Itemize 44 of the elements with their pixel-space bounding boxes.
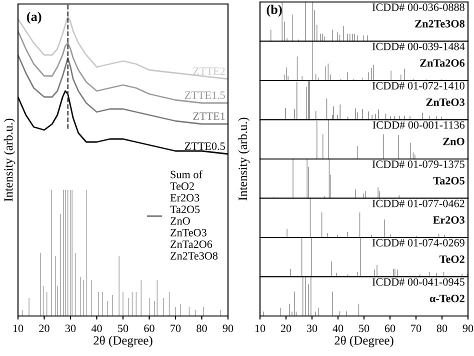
y-axis-title: Intensity (arb.u.) — [238, 118, 250, 200]
y-axis-title: Intensity (arb.u.) — [4, 118, 16, 202]
x-tick-label: 90 — [222, 324, 234, 332]
x-tick-label: 50 — [359, 324, 370, 332]
series-label: ZTTE0.5 — [184, 142, 225, 150]
series-label: ZTTE1 — [193, 112, 225, 120]
annotation: ICDD# 01-074-0269 — [372, 239, 464, 246]
x-tick-label: 10 — [255, 324, 266, 332]
annotation: ICDD# 00-001-1136 — [372, 121, 465, 129]
x-tick-label: 60 — [144, 324, 154, 332]
annotation: α-TeO2 — [430, 294, 464, 302]
annotation: ZnO — [443, 138, 464, 146]
x-tick-label: 70 — [411, 324, 422, 332]
x-tick-label: 80 — [196, 324, 207, 332]
annotation: ICDD# 00-036-0888 — [372, 4, 464, 11]
annotation: ICDD# 01-072-1410 — [372, 82, 464, 90]
x-tick-label: 90 — [462, 324, 474, 332]
x-tick-label: 20 — [39, 324, 50, 332]
annotation: ZnTeO3 — [426, 98, 464, 106]
x-axis-title: 2θ (Degree) — [334, 336, 394, 348]
x-tick-label: 50 — [118, 324, 128, 332]
annotation: ICDD# 01-079-1375 — [372, 160, 464, 168]
legend-label: Sum of TeO2 Er2O3 Ta2O5 ZnO ZnTeO3 ZnTa2O6 Zn2Te3O8 — [170, 170, 218, 260]
x-tick-label: 60 — [384, 324, 396, 332]
x-tick-label: 80 — [436, 324, 448, 332]
annotation: ICDD# 00-041-0945 — [372, 278, 464, 286]
annotation: Zn2Te3O8 — [415, 20, 465, 28]
series-label: ZTTE1.5 — [184, 92, 225, 99]
annotation: Ta2O5 — [433, 177, 464, 184]
annotation: ZnTa2O6 — [420, 59, 465, 67]
x-tick-label: 30 — [65, 324, 76, 332]
x-tick-label: 40 — [332, 324, 344, 332]
x-tick-label: 30 — [306, 324, 318, 332]
annotation: ICDD# 01-077-0462 — [372, 200, 464, 208]
x-tick-label: 10 — [13, 324, 24, 332]
x-tick-label: 70 — [170, 324, 181, 332]
annotation: TeO2 — [440, 256, 464, 263]
annotation: ICDD# 00-039-1484 — [372, 42, 465, 50]
x-tick-label: 40 — [91, 324, 102, 332]
chart-title: (a) — [26, 12, 42, 24]
annotation: Er2O3 — [432, 216, 464, 224]
x-tick-label: 20 — [280, 324, 292, 332]
x-axis-title: 2θ (Degree) — [94, 336, 152, 348]
chart-title: (b) — [266, 4, 282, 17]
